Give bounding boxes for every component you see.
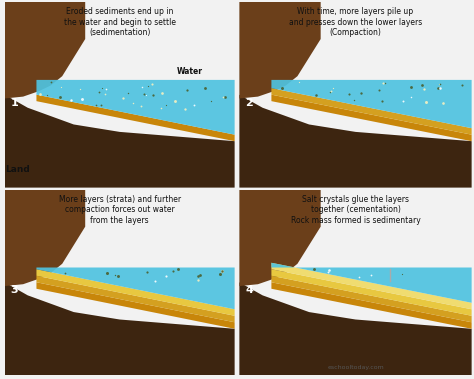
Polygon shape xyxy=(5,282,235,375)
Polygon shape xyxy=(272,88,472,135)
Polygon shape xyxy=(36,95,235,141)
Polygon shape xyxy=(36,269,235,316)
Text: Salt crystals glue the layers
together (cementation)
Rock mass formed is sedimen: Salt crystals glue the layers together (… xyxy=(291,195,420,225)
Polygon shape xyxy=(272,263,472,303)
Text: More layers (strata) and further
compaction forces out water
from the layers: More layers (strata) and further compact… xyxy=(59,195,181,225)
Text: 3: 3 xyxy=(10,285,18,296)
Text: Eroded sediments end up in
the water and begin to settle
(sedimentation): Eroded sediments end up in the water and… xyxy=(64,8,176,37)
Polygon shape xyxy=(239,282,472,375)
Polygon shape xyxy=(272,269,472,316)
Polygon shape xyxy=(239,2,320,188)
Polygon shape xyxy=(272,95,472,141)
Polygon shape xyxy=(272,282,472,329)
Text: eschooltoday.com: eschooltoday.com xyxy=(327,365,384,370)
Text: 2: 2 xyxy=(245,98,253,108)
Polygon shape xyxy=(272,80,472,128)
Polygon shape xyxy=(272,263,472,309)
Polygon shape xyxy=(5,2,85,188)
Polygon shape xyxy=(5,95,235,188)
Polygon shape xyxy=(36,276,235,322)
Polygon shape xyxy=(36,80,235,135)
Text: With time, more layers pile up
and presses down the lower layers
(Compaction): With time, more layers pile up and press… xyxy=(289,8,422,37)
Polygon shape xyxy=(239,190,320,375)
Polygon shape xyxy=(239,95,472,188)
Text: Water: Water xyxy=(177,67,203,76)
Polygon shape xyxy=(272,276,472,322)
Polygon shape xyxy=(36,268,235,309)
Text: 4: 4 xyxy=(245,285,253,296)
Polygon shape xyxy=(5,190,85,375)
Text: 1: 1 xyxy=(10,98,18,108)
Text: Land: Land xyxy=(5,165,29,174)
Polygon shape xyxy=(36,282,235,329)
